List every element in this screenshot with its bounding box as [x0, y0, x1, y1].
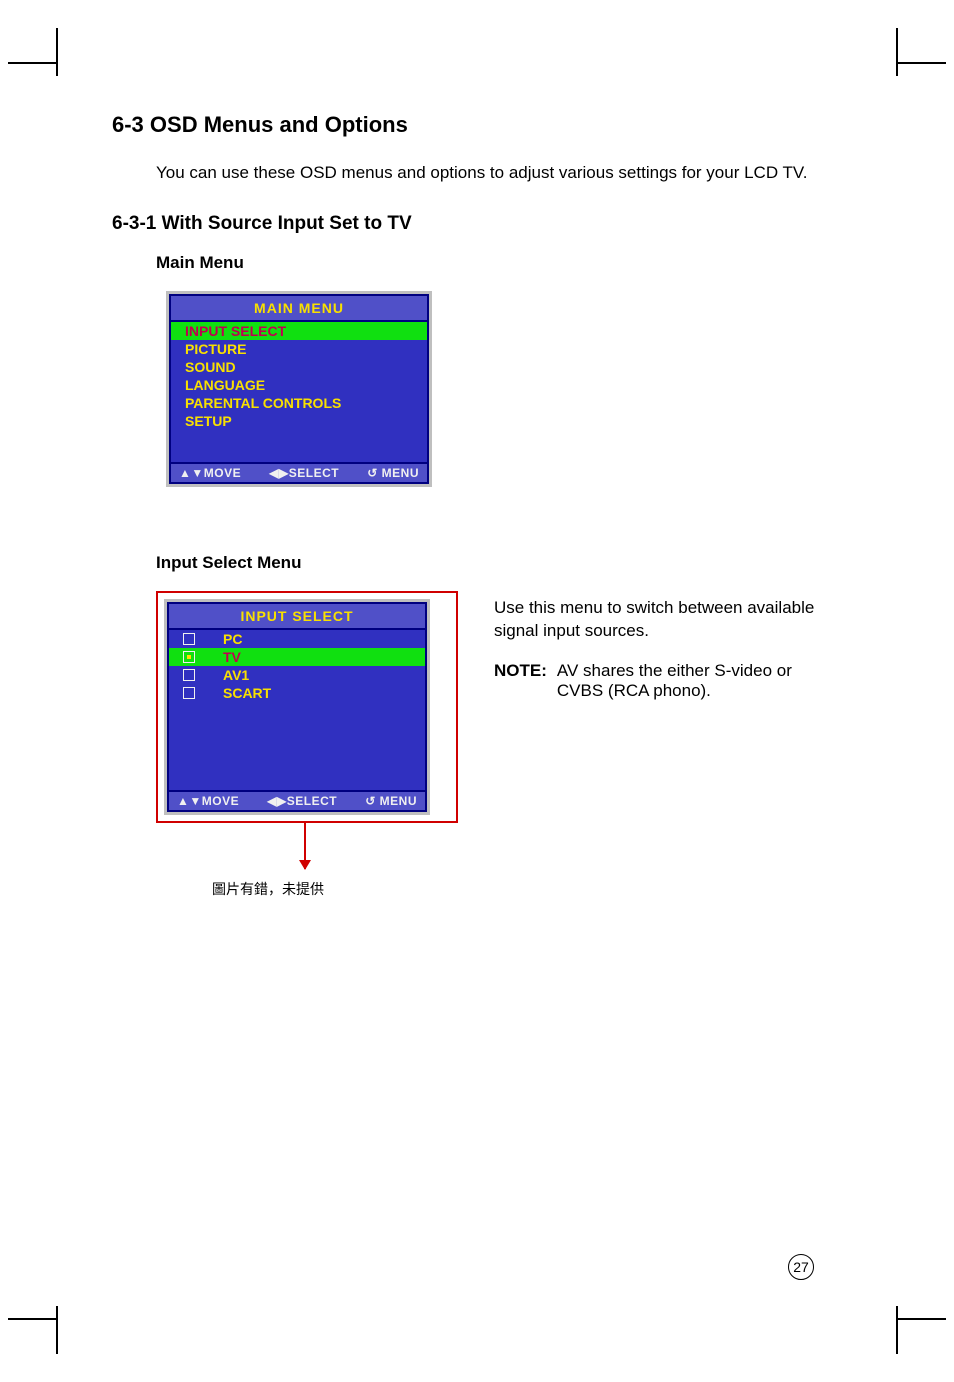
osd-input-select-list: PC TV AV1 SCART [169, 630, 425, 790]
checkbox-icon [183, 687, 195, 699]
crop-mark [8, 1318, 56, 1320]
osd-item-input-select[interactable]: INPUT SELECT [171, 322, 427, 340]
page-content: 6-3 OSD Menus and Options You can use th… [112, 112, 842, 823]
crop-mark [898, 62, 946, 64]
osd-input-select-title: INPUT SELECT [169, 604, 425, 630]
osd-main-menu-title: MAIN MENU [171, 296, 427, 322]
osd-item-parental[interactable]: PARENTAL CONTROLS [171, 394, 427, 412]
checkbox-icon [183, 669, 195, 681]
osd-item-sound[interactable]: SOUND [171, 358, 427, 376]
input-option-label: AV1 [223, 667, 249, 683]
input-option-tv[interactable]: TV [169, 648, 425, 666]
footer-menu: ↺ MENU [367, 466, 419, 480]
intro-paragraph: You can use these OSD menus and options … [156, 162, 842, 185]
checkbox-icon [183, 633, 195, 645]
note-label: NOTE: [494, 661, 547, 701]
footer-select: ◀▶SELECT [267, 794, 337, 808]
input-option-label: PC [223, 631, 242, 647]
input-select-note: NOTE: AV shares the either S-video or CV… [494, 661, 842, 701]
crop-mark [898, 1318, 946, 1320]
crop-mark [896, 1306, 898, 1354]
input-option-label: TV [223, 649, 241, 665]
osd-item-language[interactable]: LANGUAGE [171, 376, 427, 394]
osd-item-setup[interactable]: SETUP [171, 412, 427, 430]
input-option-av1[interactable]: AV1 [169, 666, 425, 684]
osd-main-menu-footer: ▲▼MOVE ◀▶SELECT ↺ MENU [171, 462, 427, 482]
note-text: AV shares the either S-video or CVBS (RC… [557, 661, 842, 701]
arrow-down-icon [304, 821, 306, 869]
heading-6-3-1: 6-3-1 With Source Input Set to TV [112, 213, 842, 235]
heading-main-menu: Main Menu [156, 253, 842, 273]
osd-input-select: INPUT SELECT PC TV AV1 SCART ▲▼MOVE ◀▶SE… [164, 599, 430, 815]
crop-mark [56, 28, 58, 76]
osd-main-menu: MAIN MENU INPUT SELECT PICTURE SOUND LAN… [166, 291, 432, 487]
input-select-description: Use this menu to switch between availabl… [494, 597, 842, 701]
input-option-label: SCART [223, 685, 271, 701]
osd-input-select-footer: ▲▼MOVE ◀▶SELECT ↺ MENU [169, 790, 425, 810]
input-option-pc[interactable]: PC [169, 630, 425, 648]
input-select-row: INPUT SELECT PC TV AV1 SCART ▲▼MOVE ◀▶SE… [112, 591, 842, 823]
footer-menu: ↺ MENU [365, 794, 417, 808]
page-number: 27 [788, 1254, 814, 1280]
input-select-highlight-box: INPUT SELECT PC TV AV1 SCART ▲▼MOVE ◀▶SE… [156, 591, 458, 823]
crop-mark [896, 28, 898, 76]
heading-input-select-menu: Input Select Menu [156, 553, 842, 573]
caption-chinese: 圖片有錯，未提供 [212, 879, 324, 899]
osd-main-menu-list: INPUT SELECT PICTURE SOUND LANGUAGE PARE… [171, 322, 427, 462]
footer-move: ▲▼MOVE [179, 466, 241, 480]
footer-select: ◀▶SELECT [269, 466, 339, 480]
crop-mark [56, 1306, 58, 1354]
footer-move: ▲▼MOVE [177, 794, 239, 808]
crop-mark [8, 62, 56, 64]
heading-6-3: 6-3 OSD Menus and Options [112, 112, 842, 138]
checkbox-checked-icon [183, 651, 195, 663]
osd-item-picture[interactable]: PICTURE [171, 340, 427, 358]
input-select-desc-text: Use this menu to switch between availabl… [494, 597, 842, 643]
input-option-scart[interactable]: SCART [169, 684, 425, 702]
